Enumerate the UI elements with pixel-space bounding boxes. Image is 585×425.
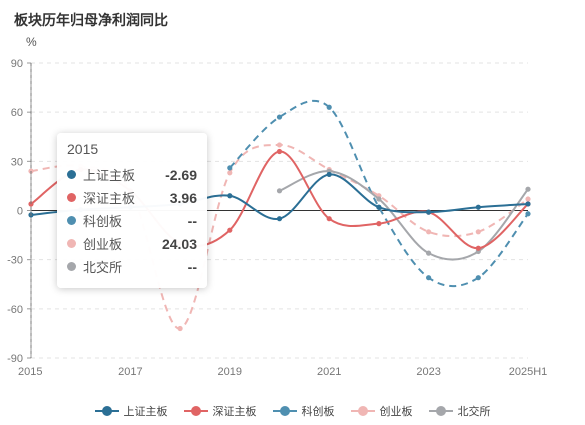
data-point	[426, 209, 432, 215]
data-point	[376, 196, 382, 202]
legend-swatch	[183, 406, 208, 416]
tooltip-row: 上证主板 -2.69	[67, 163, 197, 186]
x-tick-label: 2023	[416, 366, 440, 378]
tooltip-series-value: --	[187, 258, 197, 275]
legend-label: 上证主板	[123, 406, 168, 418]
data-point	[475, 245, 481, 251]
data-point	[227, 193, 233, 199]
tooltip-series-value: 3.96	[169, 189, 197, 206]
tooltip-dot	[67, 239, 76, 248]
chart-legend: 上证主板 深证主板 科创板 创业板 北交所	[0, 402, 585, 420]
tooltip: 2015 上证主板 -2.69 深证主板 3.96 科创板 -- 创业板 24.…	[57, 133, 207, 288]
legend-item-sh-main[interactable]: 上证主板	[94, 403, 168, 419]
data-point	[326, 171, 332, 178]
legend-swatch	[94, 406, 119, 416]
tooltip-series-value: 24.03	[161, 235, 197, 252]
legend-item-bse[interactable]: 北交所	[428, 403, 491, 419]
tooltip-row: 深证主板 3.96	[67, 186, 197, 209]
tooltip-series-name: 科创板	[83, 214, 123, 229]
tooltip-series-name: 创业板	[83, 237, 123, 252]
tooltip-dot	[67, 170, 76, 179]
tooltip-series-value: --	[187, 212, 197, 229]
legend-label: 北交所	[457, 406, 491, 418]
tooltip-dot	[67, 193, 76, 202]
data-point	[525, 211, 531, 217]
x-tick-label: 2019	[218, 366, 242, 378]
tooltip-row: 北交所 --	[67, 255, 197, 278]
tooltip-row: 科创板 --	[67, 209, 197, 232]
y-tick-label: 0	[17, 206, 23, 218]
legend-item-sz-main[interactable]: 深证主板	[183, 403, 257, 419]
legend-item-star-market[interactable]: 科创板	[272, 403, 335, 419]
legend-label: 科创板	[301, 406, 335, 418]
data-point	[326, 216, 332, 222]
data-point	[177, 325, 183, 332]
x-tick-label: 2021	[317, 366, 341, 378]
data-point	[227, 170, 233, 176]
tooltip-row: 创业板 24.03	[67, 232, 197, 255]
y-tick-label: -90	[7, 353, 23, 365]
legend-label: 深证主板	[212, 406, 257, 418]
legend-label: 创业板	[379, 406, 413, 418]
chart-title: 板块历年归母净利润同比	[14, 12, 168, 28]
data-point	[276, 114, 283, 120]
tooltip-series-name: 深证主板	[83, 191, 136, 206]
legend-item-chinext[interactable]: 创业板	[350, 403, 413, 419]
legend-swatch	[272, 406, 297, 416]
x-tick-label: 2025H1	[509, 366, 548, 378]
tooltip-dot	[67, 262, 76, 271]
data-point	[276, 142, 283, 148]
y-tick-label: -60	[7, 304, 23, 316]
tooltip-series-value: -2.69	[165, 166, 197, 183]
data-point	[276, 216, 283, 222]
data-point	[376, 221, 382, 227]
data-point	[426, 250, 432, 256]
data-point	[525, 186, 531, 192]
data-point	[276, 148, 283, 155]
y-axis-unit: %	[26, 35, 37, 49]
data-point	[525, 196, 531, 202]
data-point	[426, 229, 432, 235]
y-tick-label: 60	[11, 107, 23, 119]
data-point	[28, 201, 34, 207]
tooltip-dot	[67, 216, 76, 225]
x-tick-label: 2017	[118, 366, 142, 378]
y-tick-label: -30	[7, 255, 23, 267]
tooltip-series-name: 上证主板	[83, 168, 136, 183]
x-tick-label: 2015	[18, 366, 42, 378]
data-point	[475, 229, 481, 235]
data-point	[276, 188, 283, 194]
data-point	[227, 227, 233, 233]
tooltip-series-name: 北交所	[83, 260, 123, 275]
data-point	[426, 275, 432, 281]
legend-swatch	[428, 406, 453, 416]
data-point	[525, 201, 531, 207]
data-point	[227, 165, 233, 171]
data-point	[475, 275, 481, 281]
data-point	[376, 204, 382, 210]
legend-swatch	[350, 406, 375, 416]
data-point	[326, 104, 332, 110]
data-point	[475, 204, 481, 210]
y-tick-label: 90	[11, 58, 23, 70]
y-tick-label: 30	[11, 156, 23, 168]
tooltip-header: 2015	[67, 141, 99, 157]
